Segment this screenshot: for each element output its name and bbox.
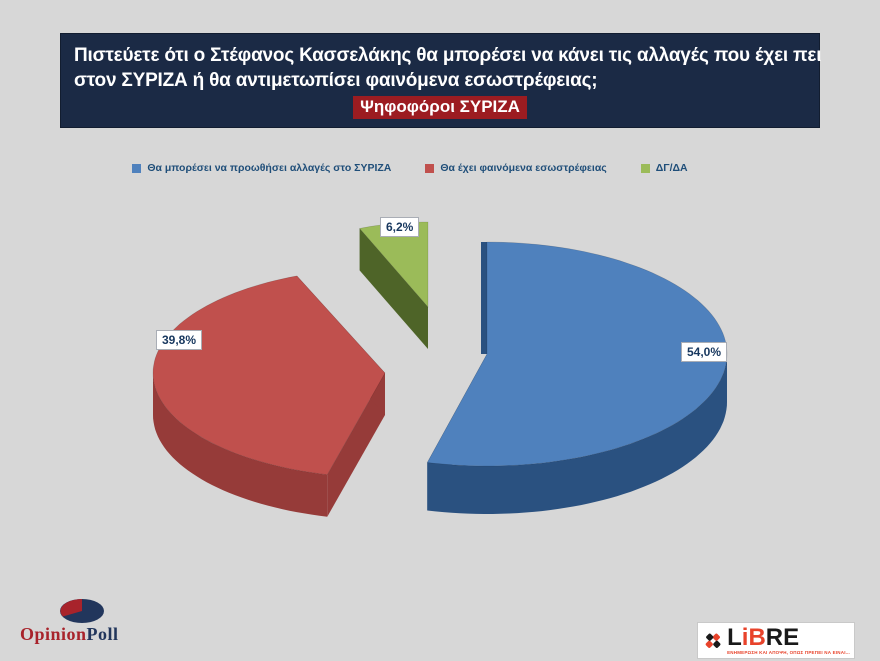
subtitle-row: Ψηφοφόροι ΣΥΡΙΖΑ [74,96,806,119]
opinionpoll-word-opinion: Opinion [20,624,87,644]
legend-item-green: ΔΓ/ΔΑ [640,162,688,174]
legend-label-red: Θα έχει φαινόμενα εσωστρέφειας [440,162,607,174]
chart-legend: Θα μπορέσει να προωθήσει αλλαγές στο ΣΥΡ… [60,162,760,174]
libre-tagline: ΕΝΗΜΕΡΩΣΗ ΚΑΙ ΑΠΟΨΗ, ΟΠΩΣ ΠΡΕΠΕΙ ΝΑ ΕΙΝΑ… [727,649,850,655]
opinionpoll-word-poll: Poll [86,624,119,644]
opinionpoll-pie-icon [60,599,104,623]
legend-swatch-green [640,163,650,173]
opinionpoll-wordmark: OpinionPoll [20,625,170,643]
legend-item-blue: Θα μπορέσει να προωθήσει αλλαγές στο ΣΥΡ… [132,162,391,174]
question-banner: Πιστεύετε ότι ο Στέφανος Κασσελάκης θα μ… [60,33,822,128]
pie-label-green: 6,2% [380,217,420,237]
opinionpoll-logo: OpinionPoll [20,598,170,643]
legend-swatch-blue [132,163,142,173]
pie-label-blue: 54,0% [681,342,728,362]
libre-wordmark: LiBRE ΕΝΗΜΕΡΩΣΗ ΚΑΙ ΑΠΟΨΗ, ΟΠΩΣ ΠΡΕΠΕΙ Ν… [727,623,850,656]
legend-swatch-red [425,163,435,173]
question-line-2: στον ΣΥΡΙΖΑ ή θα αντιμετωπίσει φαινόμενα… [74,70,598,91]
legend-item-red: Θα έχει φαινόμενα εσωστρέφειας [425,162,607,174]
libre-name: LiBRE [727,623,800,651]
libre-logo: LiBRE ΕΝΗΜΕΡΩΣΗ ΚΑΙ ΑΠΟΨΗ, ΟΠΩΣ ΠΡΕΠΕΙ Ν… [697,622,855,659]
legend-label-blue: Θα μπορέσει να προωθήσει αλλαγές στο ΣΥΡ… [147,162,392,174]
legend-label-green: ΔΓ/ΔΑ [655,162,688,174]
libre-pinwheel-icon [705,633,721,648]
subtitle-chip: Ψηφοφόροι ΣΥΡΙΖΑ [353,96,527,119]
question-line-1: Πιστεύετε ότι ο Στέφανος Κασσελάκης θα μ… [74,45,822,66]
pie-label-red: 39,8% [156,330,203,350]
